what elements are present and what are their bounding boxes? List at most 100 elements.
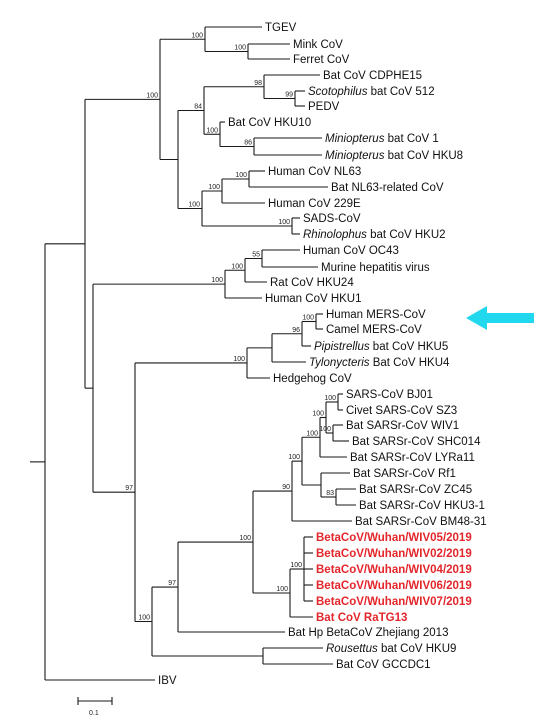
taxon-label-part: bat CoV HKU5 (370, 341, 449, 353)
taxon-label-batnl63: Bat NL63-related CoV (331, 182, 444, 194)
taxon-label-part: Hedgehog CoV (273, 373, 352, 385)
taxon-label-rat24: Rat CoV HKU24 (270, 277, 354, 289)
bootstrap-m2: 100 (138, 615, 150, 622)
taxon-label-part: Human MERS-CoV (326, 309, 426, 321)
taxon-label-zc45: Bat SARSr-CoV ZC45 (359, 484, 472, 496)
taxon-label-part: Bat SARSr-CoV HKU3-1 (359, 500, 485, 512)
taxon-label-scoto: Scotophilus bat CoV 512 (308, 86, 435, 98)
taxon-label-part: Tylonycteris (309, 357, 370, 369)
bootstrap-values: 1001001009899848610010010010010055100100… (125, 32, 336, 621)
taxon-label-part: bat CoV HKU2 (367, 229, 446, 241)
taxon-label-part: Murine hepatitis virus (321, 262, 430, 274)
taxon-label-tylo4: Tylonycteris Bat CoV HKU4 (309, 357, 450, 369)
bootstrap-k1: 100 (239, 535, 251, 542)
taxon-label-rous9: Rousettus bat CoV HKU9 (326, 643, 456, 655)
taxon-label-wiv04: BetaCoV/Wuhan/WIV04/2019 (316, 564, 472, 576)
taxon-label-hmers: Human MERS-CoV (326, 309, 426, 321)
arrow-shape (466, 306, 534, 330)
taxon-label-part: Civet SARS-CoV SZ3 (346, 405, 457, 417)
taxon-label-part: Pipistrellus (314, 341, 370, 353)
arrow-left-icon (466, 306, 534, 330)
taxon-label-part: Rat CoV HKU24 (270, 277, 354, 289)
taxon-label-part: bat CoV 1 (384, 133, 438, 145)
scale-bar: 0.1 (77, 697, 113, 717)
taxon-label-part: Ferret CoV (293, 54, 350, 66)
taxon-label-lyra11: Bat SARSr-CoV LYRa11 (350, 452, 475, 464)
bootstrap-j1: 100 (290, 562, 302, 569)
bootstrap-f4: 100 (233, 356, 245, 363)
taxon-label-hedge: Hedgehog CoV (273, 373, 352, 385)
taxon-label-part: Bat CoV CDPHE15 (323, 70, 422, 82)
taxon-label-hku1: Human CoV HKU1 (265, 293, 362, 305)
bootstrap-b5: 84 (194, 104, 202, 111)
taxon-label-nl63: Human CoV NL63 (268, 166, 361, 178)
taxon-label-bm48: Bat SARSr-CoV BM48-31 (355, 516, 487, 528)
taxon-label-part: Mink CoV (293, 39, 343, 51)
taxon-label-part: Rhinolophus (303, 229, 367, 241)
taxon-label-hku31: Bat SARSr-CoV HKU3-1 (359, 500, 485, 512)
bootstrap-g3: 100 (312, 411, 324, 418)
taxon-label-part: BetaCoV/Wuhan/WIV06/2019 (316, 580, 472, 592)
taxon-label-part: SADS-CoV (303, 213, 361, 225)
taxon-label-part: Miniopterus (325, 150, 385, 162)
taxon-label-part: IBV (158, 675, 177, 687)
tree-branches (30, 26, 356, 681)
taxon-label-wiv07: BetaCoV/Wuhan/WIV07/2019 (316, 596, 472, 608)
taxon-label-part: Bat CoV RaTG13 (316, 612, 407, 624)
bootstrap-c4: 100 (188, 202, 200, 209)
taxon-label-bj01: SARS-CoV BJ01 (346, 389, 433, 401)
taxon-label-part: Bat SARSr-CoV Rf1 (353, 468, 456, 480)
taxon-label-h229e: Human CoV 229E (268, 198, 361, 210)
bootstrap-e1: 55 (252, 252, 260, 259)
bootstrap-f1: 100 (302, 315, 314, 322)
taxon-label-part: Camel MERS-CoV (326, 324, 422, 336)
bootstrap-g4: 100 (306, 430, 318, 437)
taxon-label-part: BetaCoV/Wuhan/WIV04/2019 (316, 564, 472, 576)
taxon-label-part: Human CoV NL63 (268, 166, 361, 178)
bootstrap-c3: 100 (278, 219, 290, 226)
taxon-label-ibv: IBV (158, 675, 177, 687)
bootstrap-e3: 100 (211, 277, 223, 284)
taxon-label-cmers: Camel MERS-CoV (326, 324, 422, 336)
taxon-label-part: Bat Hp BetaCoV Zhejiang 2013 (288, 627, 448, 639)
taxon-label-hku10: Bat CoV HKU10 (228, 117, 311, 129)
bootstrap-b4: 100 (206, 127, 218, 134)
bootstrap-k2: 97 (168, 580, 176, 587)
taxon-label-sz3: Civet SARS-CoV SZ3 (346, 405, 457, 417)
taxon-label-wiv05: BetaCoV/Wuhan/WIV05/2019 (316, 532, 472, 544)
bootstrap-b3: 86 (244, 140, 252, 147)
taxon-label-wiv02: BetaCoV/Wuhan/WIV02/2019 (316, 548, 472, 560)
taxon-label-part: Bat CoV GCCDC1 (336, 659, 431, 671)
scale-bar-label: 0.1 (89, 710, 99, 717)
taxon-label-part: Bat SARSr-CoV LYRa11 (350, 452, 475, 464)
taxon-label-pipi5: Pipistrellus bat CoV HKU5 (314, 341, 448, 353)
taxon-label-sads: SADS-CoV (303, 213, 361, 225)
bootstrap-a1: 100 (234, 45, 246, 52)
bootstrap-h1: 83 (326, 490, 334, 497)
taxon-label-part: Miniopterus (325, 133, 385, 145)
bootstrap-e2: 100 (231, 263, 243, 270)
taxon-label-oc43: Human CoV OC43 (303, 245, 399, 257)
bootstrap-c1: 100 (235, 172, 247, 179)
taxon-label-part: Rousettus (326, 643, 378, 655)
taxon-label-wiv06: BetaCoV/Wuhan/WIV06/2019 (316, 580, 472, 592)
taxon-label-ratg13: Bat CoV RaTG13 (316, 612, 407, 624)
taxon-label-mhv: Murine hepatitis virus (321, 262, 430, 274)
taxon-label-part: Human CoV OC43 (303, 245, 399, 257)
bootstrap-a2: 100 (191, 32, 203, 39)
taxon-label-part: bat CoV HKU8 (384, 150, 463, 162)
taxon-label-part: Bat SARSr-CoV WIV1 (346, 420, 459, 432)
taxon-labels: TGEV Mink CoV Ferret CoV Bat CoV CDPHE15 Sco… (158, 22, 487, 687)
taxon-label-part: Bat SARSr-CoV BM48-31 (355, 516, 487, 528)
taxon-label-part: Bat SARSr-CoV SHC014 (352, 436, 481, 448)
taxon-label-mink: Mink CoV (293, 39, 343, 51)
taxon-label-wiv1: Bat SARSr-CoV WIV1 (346, 420, 459, 432)
bootstrap-g2: 100 (319, 426, 331, 433)
taxon-label-rf1: Bat SARSr-CoV Rf1 (353, 468, 456, 480)
taxon-label-part: PEDV (308, 101, 340, 113)
taxon-label-part: Bat NL63-related CoV (331, 182, 444, 194)
bootstrap-i1: 100 (288, 454, 300, 461)
bootstrap-d2: 100 (146, 92, 158, 99)
taxon-label-part: Bat SARSr-CoV ZC45 (359, 484, 472, 496)
taxon-label-part: bat CoV HKU9 (378, 643, 457, 655)
